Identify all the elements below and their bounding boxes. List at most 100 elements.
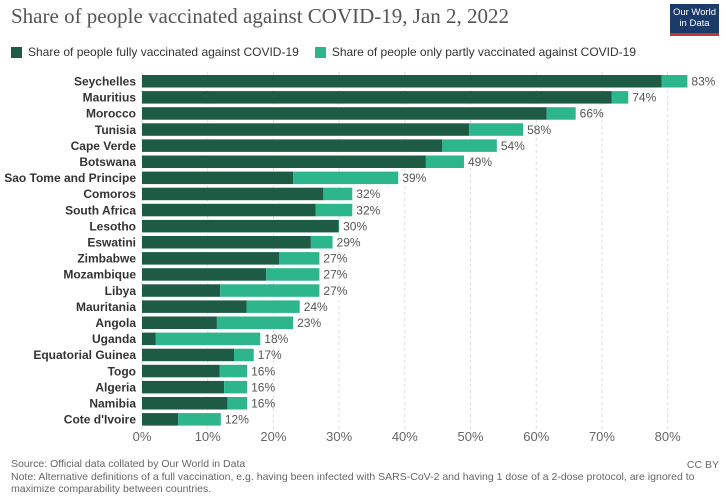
category-label: Sao Tome and Principe — [4, 171, 136, 185]
bar-partly-vaccinated — [442, 139, 497, 152]
x-tick-label: 10% — [195, 429, 221, 444]
bar-fully-vaccinated — [142, 123, 470, 136]
category-label: Zimbabwe — [77, 252, 136, 266]
category-label: Mauritania — [76, 300, 136, 314]
bar-partly-vaccinated — [246, 300, 300, 313]
bar-fully-vaccinated — [142, 155, 426, 168]
bar-partly-vaccinated — [338, 219, 340, 233]
legend-swatch-partly — [314, 46, 326, 58]
value-label: 27% — [323, 252, 347, 266]
category-label: Mauritius — [83, 91, 137, 105]
bar-partly-vaccinated — [233, 348, 254, 362]
license-label: CC BY — [686, 459, 719, 471]
category-label: Angola — [95, 316, 136, 330]
legend-item-fully[interactable]: Share of people fully vaccinated against… — [11, 45, 299, 59]
x-tick-label: 0% — [133, 429, 152, 444]
category-label: Libya — [105, 284, 137, 298]
bar-partly-vaccinated — [293, 171, 399, 185]
legend-label-fully: Share of people fully vaccinated against… — [28, 45, 299, 59]
legend-swatch-fully — [11, 46, 22, 58]
x-tick-label: 30% — [326, 429, 352, 444]
value-label: 24% — [304, 300, 328, 314]
bar-fully-vaccinated — [142, 252, 280, 265]
bar-partly-vaccinated — [611, 91, 629, 104]
bar-fully-vaccinated — [142, 107, 547, 120]
value-label: 16% — [251, 397, 275, 411]
category-label: Botswana — [79, 155, 136, 169]
bar-fully-vaccinated — [142, 316, 217, 329]
category-label: Tunisia — [95, 123, 136, 137]
bar-fully-vaccinated — [142, 413, 179, 426]
bar-partly-vaccinated — [323, 187, 353, 201]
value-label: 54% — [501, 139, 525, 153]
value-label: 23% — [297, 316, 321, 330]
category-label: Equatorial Guinea — [33, 348, 136, 362]
bar-partly-vaccinated — [216, 316, 294, 329]
bar-partly-vaccinated — [220, 284, 320, 297]
legend-item-partly[interactable]: Share of people only partly vaccinated a… — [314, 45, 636, 59]
chart-legend: Share of people fully vaccinated against… — [11, 45, 652, 59]
x-tick-label: 20% — [260, 429, 286, 444]
bar-partly-vaccinated — [227, 397, 248, 410]
bar-fully-vaccinated — [142, 75, 662, 88]
methodology-note: Note: Alternative definitions of a full … — [11, 470, 695, 496]
bar-partly-vaccinated — [546, 107, 576, 120]
bar-chart: 0% 10% 20% 30% 40% 50% 60% 70% 80% Seychelles 83% M… — [4, 72, 716, 444]
bar-partly-vaccinated — [224, 380, 248, 394]
bar-fully-vaccinated — [142, 284, 221, 297]
bar-partly-vaccinated — [155, 332, 261, 346]
bar-partly-vaccinated — [178, 413, 221, 426]
category-label: Cote d'Ivoire — [64, 413, 137, 427]
bar-partly-vaccinated — [266, 268, 320, 281]
value-label: 30% — [343, 219, 367, 233]
value-label: 32% — [356, 203, 380, 217]
bar-fully-vaccinated — [142, 300, 247, 313]
x-tick-label: 40% — [392, 429, 418, 444]
category-label: Uganda — [92, 332, 136, 346]
bar-partly-vaccinated — [469, 123, 524, 136]
value-label: 39% — [402, 171, 426, 185]
category-label: Togo — [108, 364, 136, 378]
bar-partly-vaccinated — [425, 155, 464, 168]
bar-fully-vaccinated — [142, 219, 339, 233]
logo-line-2: in Data — [679, 18, 710, 29]
category-label: Mozambique — [63, 268, 136, 282]
x-tick-label: 80% — [655, 429, 681, 444]
x-tick-label: 60% — [523, 429, 549, 444]
category-label: Lesotho — [89, 219, 136, 233]
value-label: 12% — [225, 413, 249, 427]
category-label: Cape Verde — [71, 139, 137, 153]
owid-logo[interactable]: Our World in Data — [670, 4, 719, 36]
bar-partly-vaccinated — [279, 252, 320, 265]
value-label: 32% — [356, 187, 380, 201]
bar-partly-vaccinated — [310, 236, 333, 249]
value-label: 29% — [337, 236, 361, 250]
category-label: South Africa — [65, 203, 136, 217]
value-label: 27% — [323, 268, 347, 282]
category-label: Seychelles — [74, 75, 136, 89]
bar-fully-vaccinated — [142, 203, 316, 217]
logo-line-1: Our World — [672, 7, 717, 18]
bar-fully-vaccinated — [142, 91, 612, 104]
value-label: 16% — [251, 380, 275, 394]
category-label: Eswatini — [87, 236, 136, 250]
chart-footer: Source: Official data collated by Our Wo… — [11, 458, 721, 496]
bar-fully-vaccinated — [142, 187, 324, 201]
category-label: Morocco — [86, 107, 136, 121]
value-label: 58% — [527, 123, 551, 137]
value-label: 74% — [632, 91, 656, 105]
bar-fully-vaccinated — [142, 139, 443, 152]
value-label: 17% — [258, 348, 282, 362]
bar-partly-vaccinated — [315, 203, 353, 217]
bar-fully-vaccinated — [142, 268, 267, 281]
bar-fully-vaccinated — [142, 397, 228, 410]
bar-fully-vaccinated — [142, 171, 294, 185]
legend-label-partly: Share of people only partly vaccinated a… — [331, 45, 636, 59]
category-label: Algeria — [95, 380, 136, 394]
category-label: Comoros — [83, 187, 136, 201]
source-note: Source: Official data collated by Our Wo… — [11, 458, 246, 470]
bar-fully-vaccinated — [142, 364, 220, 378]
value-label: 18% — [264, 332, 288, 346]
value-label: 66% — [580, 107, 604, 121]
value-label: 49% — [468, 155, 492, 169]
